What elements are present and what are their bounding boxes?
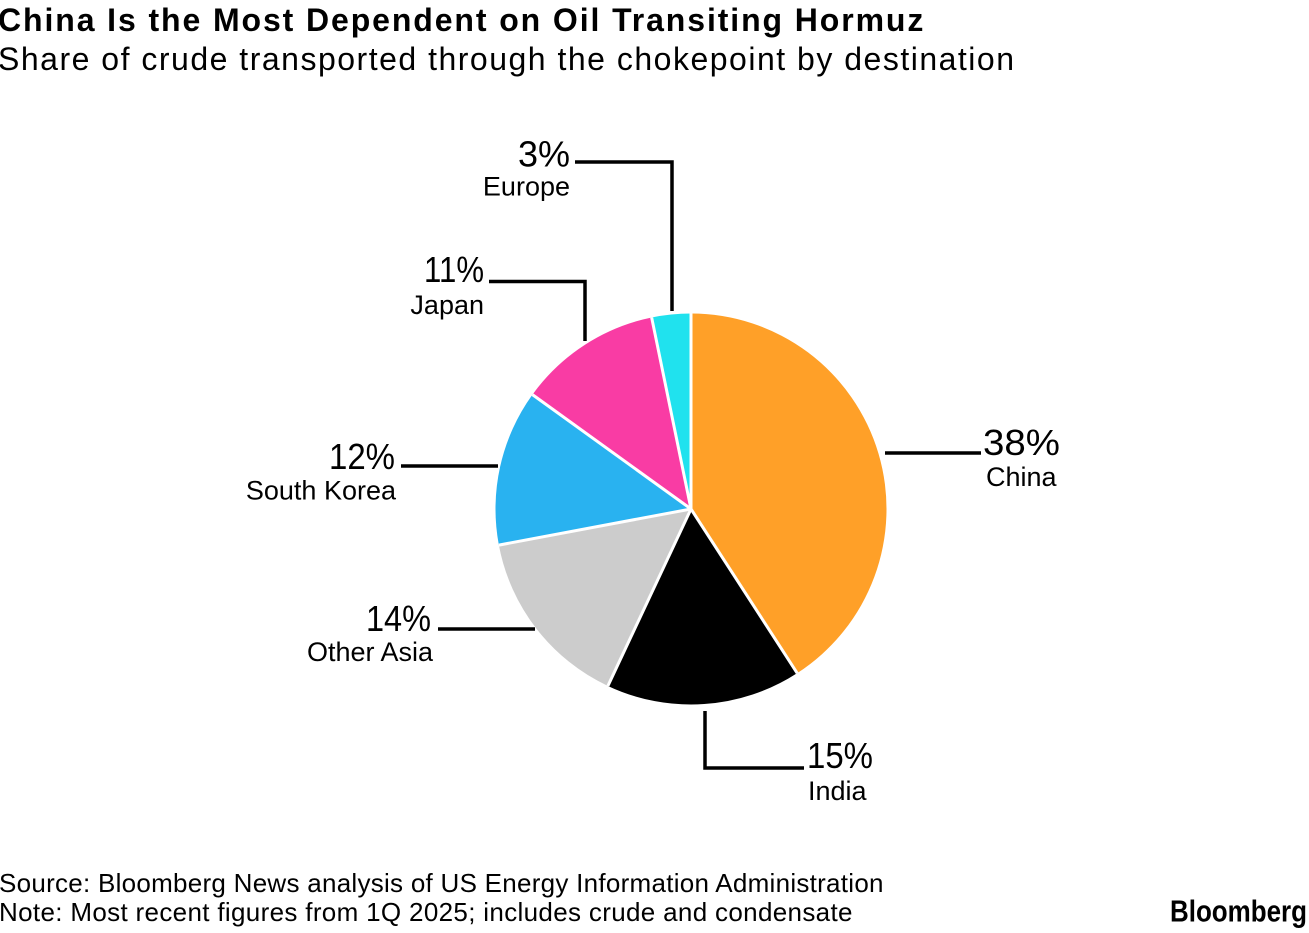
svg-text:38%: 38%: [983, 422, 1060, 463]
svg-text:South Korea: South Korea: [246, 476, 397, 506]
svg-text:China: China: [986, 462, 1058, 492]
svg-text:Note: Most recent figures from: Note: Most recent figures from 1Q 2025; …: [0, 897, 853, 927]
svg-text:Bloomberg: Bloomberg: [1170, 894, 1307, 929]
svg-text:Other Asia: Other Asia: [307, 637, 434, 667]
svg-text:12%: 12%: [329, 436, 395, 477]
svg-text:15%: 15%: [807, 735, 873, 776]
svg-text:Europe: Europe: [483, 172, 570, 202]
svg-text:India: India: [808, 776, 868, 806]
svg-text:China Is the Most Dependent on: China Is the Most Dependent on Oil Trans…: [0, 2, 925, 38]
svg-text:14%: 14%: [366, 598, 431, 639]
svg-text:Share of crude transported thr: Share of crude transported through the c…: [0, 41, 1016, 77]
svg-text:Japan: Japan: [410, 290, 484, 320]
svg-text:3%: 3%: [518, 134, 570, 175]
svg-text:Source: Bloomberg News analysi: Source: Bloomberg News analysis of US En…: [0, 868, 884, 898]
svg-text:11%: 11%: [424, 249, 484, 290]
